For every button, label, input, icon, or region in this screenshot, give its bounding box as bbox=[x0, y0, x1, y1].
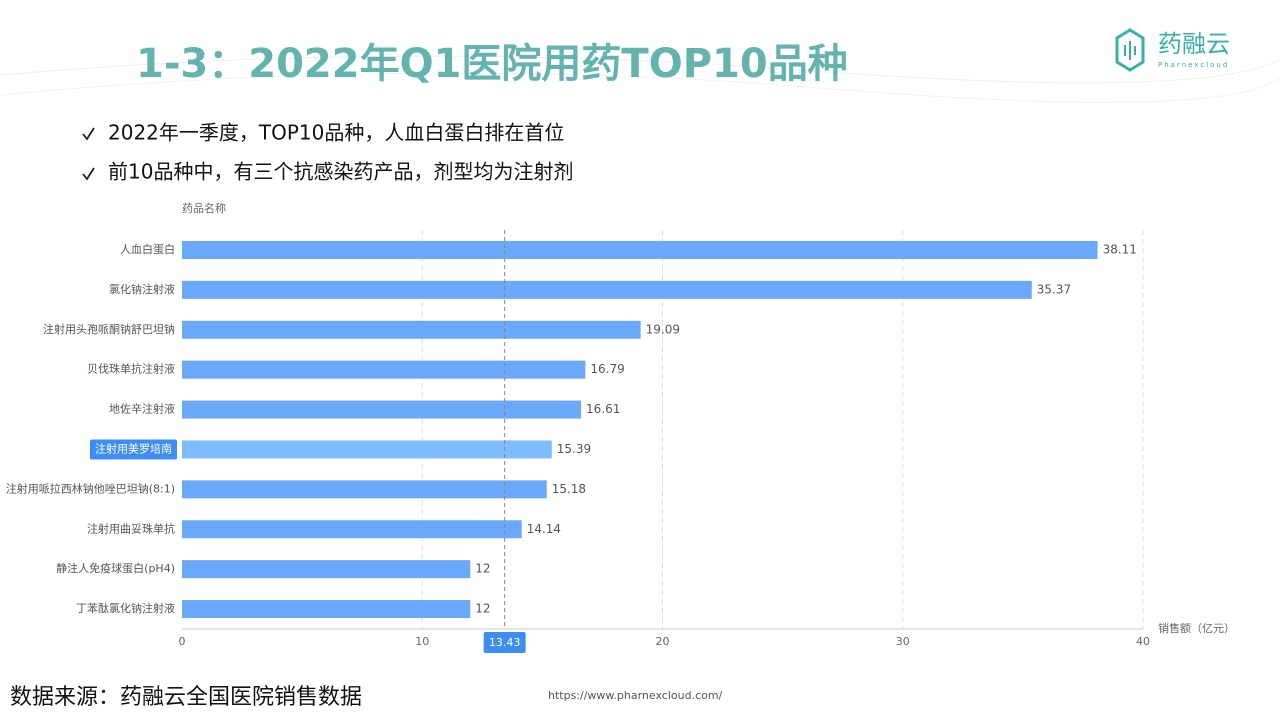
y-tick-label: 静注人免疫球蛋白(pH4) bbox=[56, 561, 175, 575]
value-label: 12 bbox=[475, 562, 490, 576]
y-tick-label: 人血白蛋白 bbox=[120, 242, 175, 256]
value-label: 19.09 bbox=[646, 322, 680, 336]
logo-name: 药融云 bbox=[1158, 30, 1230, 58]
bar bbox=[182, 240, 1098, 259]
logo-sub: Pharnexcloud bbox=[1158, 61, 1229, 69]
source: 数据来源：药融云全国医院销售数据 bbox=[10, 685, 362, 710]
marker-box bbox=[483, 632, 526, 653]
y-tick-label: 贝伐珠单抗注射液 bbox=[87, 362, 175, 376]
check-icon bbox=[82, 127, 95, 141]
bar bbox=[182, 520, 522, 539]
y-tick-label: 注射用头孢哌酮钠舒巴坦钠 bbox=[43, 322, 175, 336]
y-tick-label: 氯化钠注射液 bbox=[109, 282, 175, 296]
value-label: 14.14 bbox=[527, 522, 561, 536]
bar bbox=[182, 360, 586, 379]
x-tick-label: 10 bbox=[415, 635, 429, 648]
highlight-box bbox=[90, 439, 177, 460]
bar bbox=[182, 480, 547, 499]
value-label: 12 bbox=[475, 602, 490, 616]
logo-icon bbox=[1115, 28, 1145, 72]
decor bbox=[0, 55, 1280, 84]
x-tick-label: 0 bbox=[179, 635, 186, 648]
x-tick-label: 40 bbox=[1136, 635, 1150, 648]
y-tick-label: 地佐辛注射液 bbox=[109, 402, 175, 416]
value-label: 15.39 bbox=[557, 442, 591, 456]
x-axis-label: 销售额（亿元） bbox=[1158, 621, 1235, 635]
bar bbox=[182, 440, 552, 459]
check-icon bbox=[82, 167, 95, 181]
bar bbox=[182, 600, 471, 619]
bar bbox=[182, 560, 471, 579]
bullet: 2022年一季度，TOP10品种，人血白蛋白排在首位 bbox=[108, 121, 564, 145]
x-tick-label: 30 bbox=[896, 635, 910, 648]
y-tick-label: 注射用美罗培南 bbox=[95, 441, 172, 455]
x-tick-label: 20 bbox=[656, 635, 670, 648]
bar bbox=[182, 280, 1032, 299]
title: 1-3：2022年Q1医院用药TOP10品种 bbox=[136, 41, 848, 87]
decor bbox=[0, 72, 1280, 103]
y-axis-label: 药品名称 bbox=[182, 201, 226, 215]
y-tick-label: 丁苯酞氯化钠注射液 bbox=[76, 601, 175, 615]
url: https://www.pharnexcloud.com/ bbox=[548, 689, 723, 702]
value-label: 38.11 bbox=[1103, 242, 1137, 256]
value-label: 16.61 bbox=[586, 402, 620, 416]
bullet: 前10品种中，有三个抗感染药产品，剂型均为注射剂 bbox=[108, 160, 573, 184]
bar bbox=[182, 400, 582, 419]
y-tick-label: 注射用曲妥珠单抗 bbox=[87, 521, 175, 535]
value-label: 15.18 bbox=[552, 482, 586, 496]
value-label: 35.37 bbox=[1037, 282, 1071, 296]
bar bbox=[182, 320, 641, 339]
value-label: 16.79 bbox=[590, 362, 624, 376]
y-tick-label: 注射用哌拉西林钠他唑巴坦钠(8:1) bbox=[6, 481, 175, 495]
marker-label: 13.43 bbox=[489, 636, 521, 649]
